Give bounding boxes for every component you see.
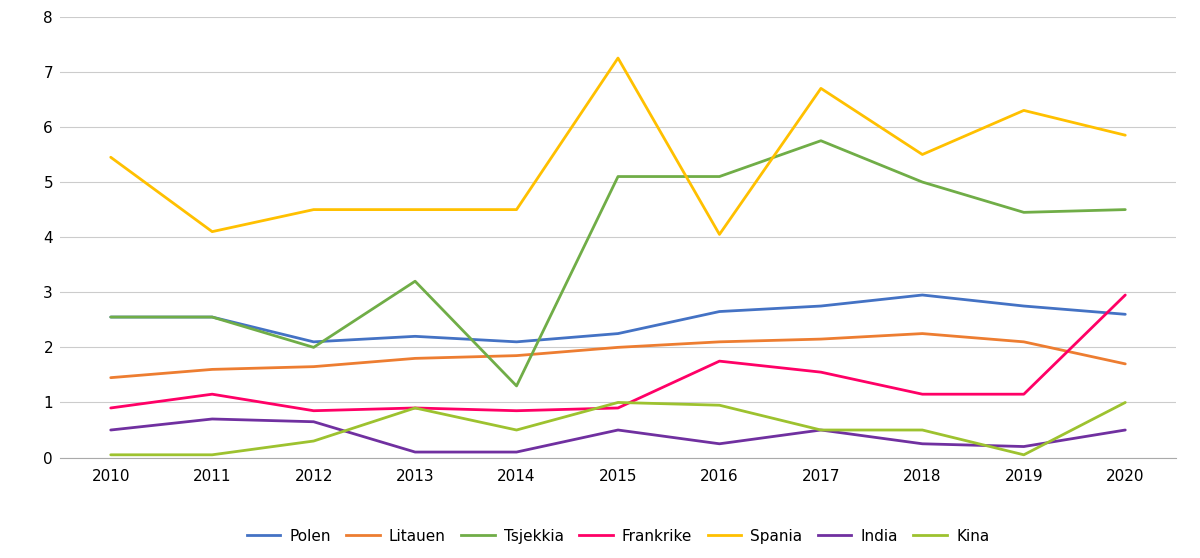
Frankrike: [103, 405, 118, 411]
Kina: [408, 405, 422, 411]
India: [814, 427, 828, 434]
Litauen: [408, 355, 422, 362]
Polen: [814, 302, 828, 309]
Spania: [103, 154, 118, 161]
Tsjekkia: [103, 314, 118, 320]
Spania: [713, 231, 727, 238]
Tsjekkia: [408, 278, 422, 285]
Litauen: [713, 339, 727, 345]
Kina: [916, 427, 930, 434]
Polen: [1016, 302, 1031, 309]
Litauen: [814, 336, 828, 343]
Line: Polen: Polen: [110, 295, 1126, 342]
India: [611, 427, 625, 434]
Kina: [306, 437, 320, 444]
Polen: [1118, 311, 1133, 318]
Polen: [509, 339, 523, 345]
Spania: [611, 55, 625, 61]
Polen: [713, 308, 727, 315]
Line: Kina: Kina: [110, 402, 1126, 455]
Polen: [306, 339, 320, 345]
Litauen: [1118, 360, 1133, 367]
Frankrike: [1016, 391, 1031, 397]
Frankrike: [1118, 292, 1133, 299]
Polen: [205, 314, 220, 320]
Tsjekkia: [713, 173, 727, 180]
Kina: [1016, 451, 1031, 458]
Tsjekkia: [814, 137, 828, 144]
Tsjekkia: [509, 383, 523, 389]
Frankrike: [814, 369, 828, 376]
Frankrike: [509, 407, 523, 414]
Frankrike: [205, 391, 220, 397]
Line: India: India: [110, 419, 1126, 452]
Litauen: [611, 344, 625, 351]
Polen: [916, 292, 930, 299]
India: [408, 449, 422, 455]
Frankrike: [916, 391, 930, 397]
Litauen: [205, 366, 220, 373]
Spania: [814, 85, 828, 92]
Spania: [1016, 107, 1031, 114]
Kina: [205, 451, 220, 458]
Polen: [611, 330, 625, 337]
Kina: [1118, 399, 1133, 406]
Spania: [509, 206, 523, 213]
Tsjekkia: [916, 179, 930, 185]
Spania: [1118, 132, 1133, 138]
Kina: [611, 399, 625, 406]
Litauen: [1016, 339, 1031, 345]
Spania: [306, 206, 320, 213]
Tsjekkia: [306, 344, 320, 351]
Tsjekkia: [205, 314, 220, 320]
Kina: [103, 451, 118, 458]
Line: Spania: Spania: [110, 58, 1126, 234]
Litauen: [306, 363, 320, 370]
Litauen: [509, 352, 523, 359]
India: [916, 440, 930, 447]
India: [509, 449, 523, 455]
India: [713, 440, 727, 447]
India: [1016, 443, 1031, 450]
Frankrike: [408, 405, 422, 411]
Litauen: [103, 374, 118, 381]
Line: Tsjekkia: Tsjekkia: [110, 141, 1126, 386]
Kina: [509, 427, 523, 434]
India: [205, 416, 220, 422]
Polen: [103, 314, 118, 320]
Kina: [814, 427, 828, 434]
Tsjekkia: [611, 173, 625, 180]
Polen: [408, 333, 422, 340]
Spania: [408, 206, 422, 213]
Litauen: [916, 330, 930, 337]
Tsjekkia: [1118, 206, 1133, 213]
Frankrike: [713, 358, 727, 364]
Frankrike: [611, 405, 625, 411]
India: [1118, 427, 1133, 434]
Line: Frankrike: Frankrike: [110, 295, 1126, 411]
Spania: [916, 151, 930, 158]
India: [306, 418, 320, 425]
Legend: Polen, Litauen, Tsjekkia, Frankrike, Spania, India, Kina: Polen, Litauen, Tsjekkia, Frankrike, Spa…: [240, 522, 996, 550]
Frankrike: [306, 407, 320, 414]
Tsjekkia: [1016, 209, 1031, 216]
Line: Litauen: Litauen: [110, 334, 1126, 378]
Spania: [205, 228, 220, 235]
India: [103, 427, 118, 434]
Kina: [713, 402, 727, 408]
